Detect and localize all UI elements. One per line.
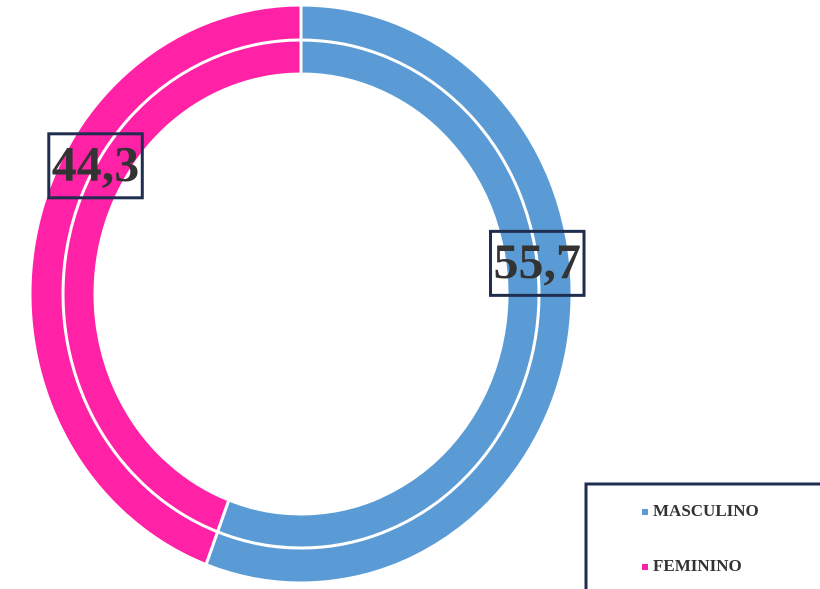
value-label-group: 55,7 <box>489 229 586 297</box>
legend-label: FEMININO <box>653 556 742 575</box>
legend-box <box>584 482 820 589</box>
legend-label: MASCULINO <box>653 501 759 520</box>
value-label: 55,7 <box>494 233 582 289</box>
value-label-box <box>47 132 144 200</box>
value-label-group: 44,3 <box>47 132 144 200</box>
value-label-box <box>489 229 586 297</box>
legend-swatch <box>642 564 648 570</box>
donut-segment <box>204 3 574 585</box>
legend-swatch <box>642 509 648 515</box>
value-label: 44,3 <box>52 135 140 191</box>
donut-segment <box>28 3 303 567</box>
